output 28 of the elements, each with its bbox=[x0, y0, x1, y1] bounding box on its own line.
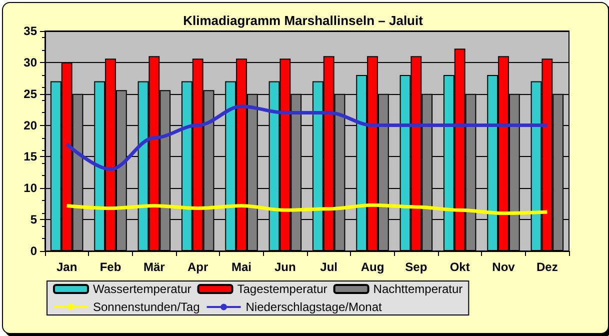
line-series bbox=[65, 104, 549, 172]
x-tick-label: Sep bbox=[405, 260, 428, 274]
x-tick-label: Jun bbox=[274, 260, 296, 274]
y-tick-label: 10 bbox=[24, 181, 38, 196]
x-tick-label: Apr bbox=[187, 260, 208, 274]
legend-label: Niederschlagstage/Monat bbox=[246, 300, 382, 314]
y-tick-label: 30 bbox=[24, 55, 38, 70]
x-tick-label: Mai bbox=[231, 260, 252, 274]
y-tick-label: 35 bbox=[24, 24, 38, 38]
x-tick-label: Jan bbox=[56, 260, 78, 274]
y-tick-label: 0 bbox=[30, 244, 38, 258]
y-tick-label: 15 bbox=[24, 150, 38, 164]
x-tick-label: Feb bbox=[100, 260, 122, 274]
legend-label: Wassertemperatur bbox=[93, 282, 192, 296]
legend-label: Tagestemperatur bbox=[237, 282, 328, 296]
y-tick-label: 5 bbox=[30, 212, 38, 227]
x-tick-label: Dez bbox=[536, 260, 558, 274]
x-tick-label: Nov bbox=[492, 260, 516, 274]
x-tick-label: Jul bbox=[320, 260, 338, 274]
legend-label: Nachttemperatur bbox=[373, 282, 463, 296]
y-tick-label: 20 bbox=[24, 118, 38, 132]
legend-label: Sonnenstunden/Tag bbox=[93, 300, 200, 314]
x-tick-label: Mär bbox=[143, 260, 166, 274]
line-series bbox=[65, 203, 549, 216]
x-tick-label: Aug bbox=[360, 260, 384, 274]
y-tick-label: 25 bbox=[24, 86, 38, 101]
chart-title: Klimadiagramm Marshallinseln – Jaluit bbox=[183, 13, 424, 28]
x-tick-label: Okt bbox=[450, 260, 470, 274]
